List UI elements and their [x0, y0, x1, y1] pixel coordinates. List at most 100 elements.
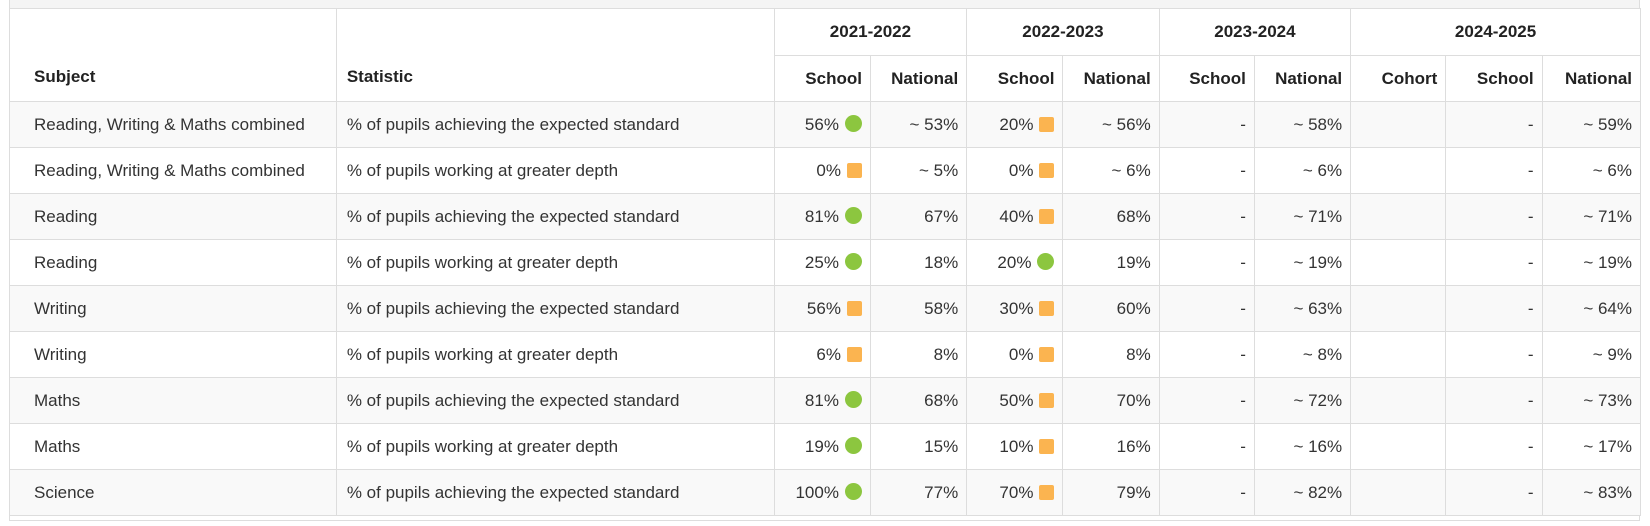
- statistic-cell-value: % of pupils working at greater depth: [346, 160, 619, 180]
- national-2024-2025-cell: ~ 6%: [1541, 147, 1642, 194]
- school-2024-2025-cell: -: [1445, 469, 1543, 516]
- national-2024-2025-cell: ~ 73%: [1541, 377, 1642, 424]
- national-2023-2024-cell-value: ~ 19%: [1293, 252, 1343, 272]
- school-column-header: School: [1158, 55, 1255, 102]
- statistic-cell-value: % of pupils working at greater depth: [346, 344, 619, 364]
- table-row: Reading % of pupils achieving the expecte…: [9, 193, 1642, 240]
- national-2024-2025-cell-value: ~ 9%: [1592, 344, 1632, 364]
- school-2022-2023-cell-value: 40%: [999, 206, 1034, 226]
- national-2024-2025-cell-value: ~ 17%: [1583, 436, 1632, 456]
- cohort-column-header: Cohort: [1350, 55, 1447, 102]
- school-2024-2025-cell-value: -: [1527, 206, 1534, 226]
- school-2022-2023-cell-value: 10%: [999, 436, 1034, 456]
- school-2022-2023-cell: 20%: [966, 101, 1064, 148]
- national-2022-2023-cell: 8%: [1062, 331, 1160, 378]
- results-table: Subject Statistic 2021-2022 2022-2023 20…: [9, 8, 1642, 516]
- national-2023-2024-cell-value: ~ 6%: [1302, 160, 1343, 180]
- school-2023-2024-cell-value: -: [1240, 436, 1246, 456]
- school-2022-2023-cell-value: 50%: [999, 390, 1034, 410]
- national-2021-2022-cell-value: 77%: [924, 482, 959, 502]
- school-2022-2023-cell: 10%: [966, 423, 1064, 470]
- school-2022-2023-cell-value: 20%: [997, 252, 1032, 272]
- school-2022-2023-cell: 40%: [966, 193, 1064, 240]
- national-2023-2024-cell-value: ~ 16%: [1293, 436, 1343, 456]
- table-row: Maths % of pupils working at greater dept…: [9, 423, 1642, 470]
- national-2023-2024-cell-value: ~ 58%: [1293, 114, 1343, 134]
- school-2024-2025-cell-value: -: [1527, 298, 1534, 318]
- national-2022-2023-cell-value: ~ 6%: [1111, 160, 1151, 180]
- subject-column-header: Subject: [9, 8, 337, 102]
- national-2023-2024-cell: ~ 8%: [1253, 331, 1352, 378]
- school-2023-2024-cell-value: -: [1240, 114, 1246, 134]
- school-2023-2024-cell: -: [1158, 239, 1255, 286]
- subject-cell-value: Writing: [34, 344, 87, 364]
- national-2023-2024-cell: ~ 63%: [1253, 285, 1352, 332]
- school-2021-2022-cell-value: 19%: [804, 436, 839, 456]
- orange-square-icon: [1039, 346, 1055, 362]
- school-2021-2022-cell: 81%: [773, 193, 871, 240]
- statistic-cell-value: % of pupils achieving the expected stand…: [346, 390, 680, 410]
- school-2023-2024-cell: -: [1158, 285, 1255, 332]
- national-2023-2024-cell-value: ~ 72%: [1293, 390, 1343, 410]
- school-2023-2024-cell-value: -: [1240, 206, 1246, 226]
- national-2021-2022-cell: ~ 53%: [869, 101, 968, 148]
- subject-cell: Writing: [9, 331, 337, 378]
- school-2022-2023-cell-value: 0%: [1008, 160, 1034, 180]
- orange-square-icon: [1039, 484, 1055, 500]
- statistic-cell-value: % of pupils working at greater depth: [346, 252, 619, 272]
- statistic-cell: % of pupils working at greater depth: [335, 331, 775, 378]
- cohort-2024-2025-cell: [1350, 331, 1447, 378]
- subject-cell: Reading: [9, 193, 337, 240]
- statistic-cell: % of pupils achieving the expected stand…: [335, 469, 775, 516]
- national-2022-2023-cell: 19%: [1062, 239, 1160, 286]
- statistic-cell: % of pupils achieving the expected stand…: [335, 101, 775, 148]
- orange-square-icon: [846, 346, 862, 362]
- table-header: Subject Statistic 2021-2022 2022-2023 20…: [9, 8, 1642, 102]
- table-row: Maths % of pupils achieving the expected …: [9, 377, 1642, 424]
- school-2024-2025-cell: -: [1445, 377, 1543, 424]
- subject-cell-value: Writing: [34, 298, 87, 318]
- national-2023-2024-cell-value: ~ 71%: [1293, 206, 1343, 226]
- orange-square-icon: [846, 162, 862, 178]
- national-2021-2022-cell-value: 15%: [924, 436, 959, 456]
- national-2022-2023-cell-value: 16%: [1116, 436, 1151, 456]
- national-2023-2024-cell-value: ~ 8%: [1302, 344, 1343, 364]
- table-row: Writing % of pupils working at greater de…: [9, 331, 1642, 378]
- national-2024-2025-cell: ~ 64%: [1541, 285, 1642, 332]
- school-2023-2024-cell: -: [1158, 469, 1255, 516]
- cohort-2024-2025-cell: [1350, 147, 1447, 194]
- national-2024-2025-cell-value: ~ 59%: [1583, 114, 1632, 134]
- school-2023-2024-cell: -: [1158, 377, 1255, 424]
- green-circle-icon: [844, 252, 862, 270]
- national-2022-2023-cell: 79%: [1062, 469, 1160, 516]
- results-panel: Subject Statistic 2021-2022 2022-2023 20…: [9, 0, 1642, 521]
- school-2021-2022-cell-value: 6%: [816, 344, 841, 364]
- year-header-row: Subject Statistic 2021-2022 2022-2023 20…: [9, 8, 1641, 102]
- school-2022-2023-cell-value: 0%: [1008, 344, 1034, 364]
- national-2021-2022-cell-value: ~ 53%: [909, 114, 959, 134]
- orange-square-icon: [1039, 438, 1055, 454]
- school-2023-2024-cell: -: [1158, 147, 1255, 194]
- green-circle-icon: [844, 482, 862, 500]
- school-2021-2022-cell-value: 25%: [804, 252, 839, 272]
- national-2021-2022-cell-value: 18%: [924, 252, 959, 272]
- national-2022-2023-cell: ~ 56%: [1062, 101, 1160, 148]
- subject-cell-value: Reading: [34, 206, 98, 226]
- school-2023-2024-cell-value: -: [1240, 482, 1246, 502]
- year-header-2022-2023: 2022-2023: [966, 8, 1160, 56]
- national-2022-2023-cell: ~ 6%: [1062, 147, 1160, 194]
- statistic-cell-value: % of pupils achieving the expected stand…: [346, 482, 680, 502]
- school-2022-2023-cell-value: 20%: [999, 114, 1034, 134]
- school-2022-2023-cell: 0%: [966, 331, 1064, 378]
- national-2024-2025-cell: ~ 83%: [1541, 469, 1642, 516]
- year-header-2024-2025: 2024-2025: [1350, 8, 1641, 56]
- national-2022-2023-cell-value: 8%: [1126, 344, 1151, 364]
- national-2022-2023-cell: 68%: [1062, 193, 1160, 240]
- orange-square-icon: [1039, 208, 1055, 224]
- subject-cell-value: Maths: [34, 390, 81, 410]
- school-2022-2023-cell: 50%: [966, 377, 1064, 424]
- orange-square-icon: [1039, 162, 1055, 178]
- school-2024-2025-cell: -: [1445, 331, 1543, 378]
- statistic-cell-value: % of pupils working at greater depth: [346, 436, 619, 456]
- school-2024-2025-cell-value: -: [1527, 436, 1534, 456]
